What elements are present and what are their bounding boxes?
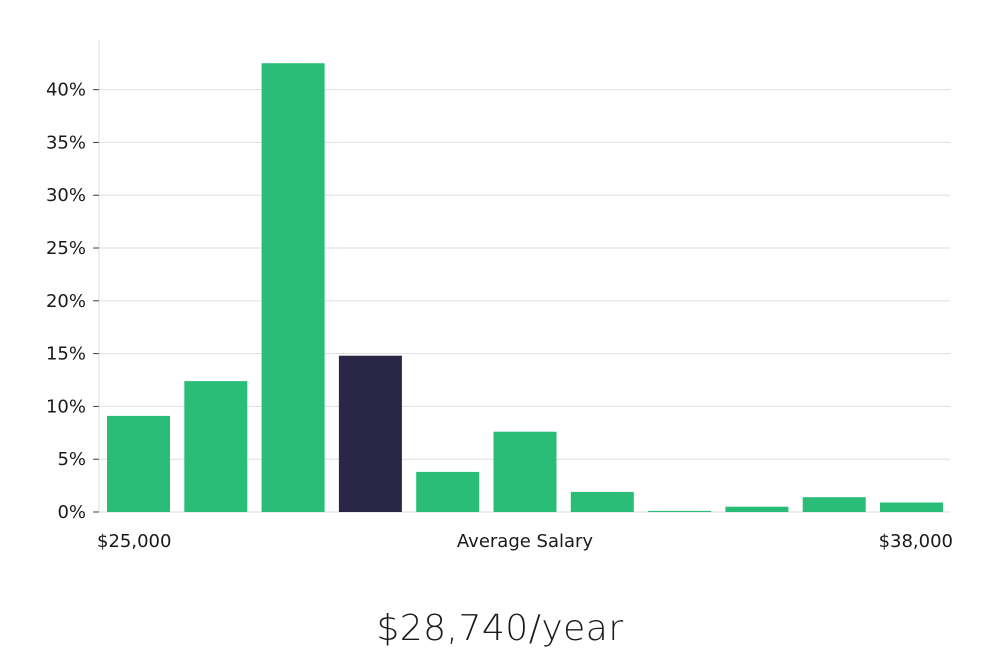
y-tick-label: 0%: [57, 502, 86, 523]
x-min-label: $25,000: [97, 531, 171, 552]
y-tick-label: 40%: [46, 80, 86, 101]
bar[interactable]: [802, 497, 866, 512]
bar[interactable]: [416, 471, 480, 512]
bar[interactable]: [725, 506, 789, 512]
bar[interactable]: [261, 63, 325, 512]
bar[interactable]: [880, 502, 943, 513]
y-tick-label: 25%: [46, 238, 86, 259]
bars: [107, 63, 943, 512]
x-axis-title: Average Salary: [457, 531, 594, 552]
average-salary-value: $28,740/year: [376, 608, 624, 649]
y-tick-label: 5%: [57, 449, 86, 470]
bar[interactable]: [107, 415, 170, 512]
x-axis: $25,000 Average Salary $38,000: [97, 531, 953, 552]
bar-highlighted[interactable]: [338, 355, 402, 512]
bar[interactable]: [570, 491, 634, 512]
bar[interactable]: [493, 431, 557, 512]
x-max-label: $38,000: [879, 531, 953, 552]
bar[interactable]: [648, 510, 712, 512]
y-tick-label: 35%: [46, 132, 86, 153]
y-tick-label: 10%: [46, 396, 86, 417]
salary-histogram: 0% 5% 10% 15% 20% 25% 30% 35% 40% $25,000 Averag…: [46, 40, 953, 552]
y-tick-label: 20%: [46, 291, 86, 312]
y-axis-ticks: 0% 5% 10% 15% 20% 25% 30% 35% 40%: [46, 80, 99, 523]
bar[interactable]: [184, 381, 248, 512]
y-tick-label: 30%: [46, 185, 86, 206]
y-tick-label: 15%: [46, 344, 86, 365]
